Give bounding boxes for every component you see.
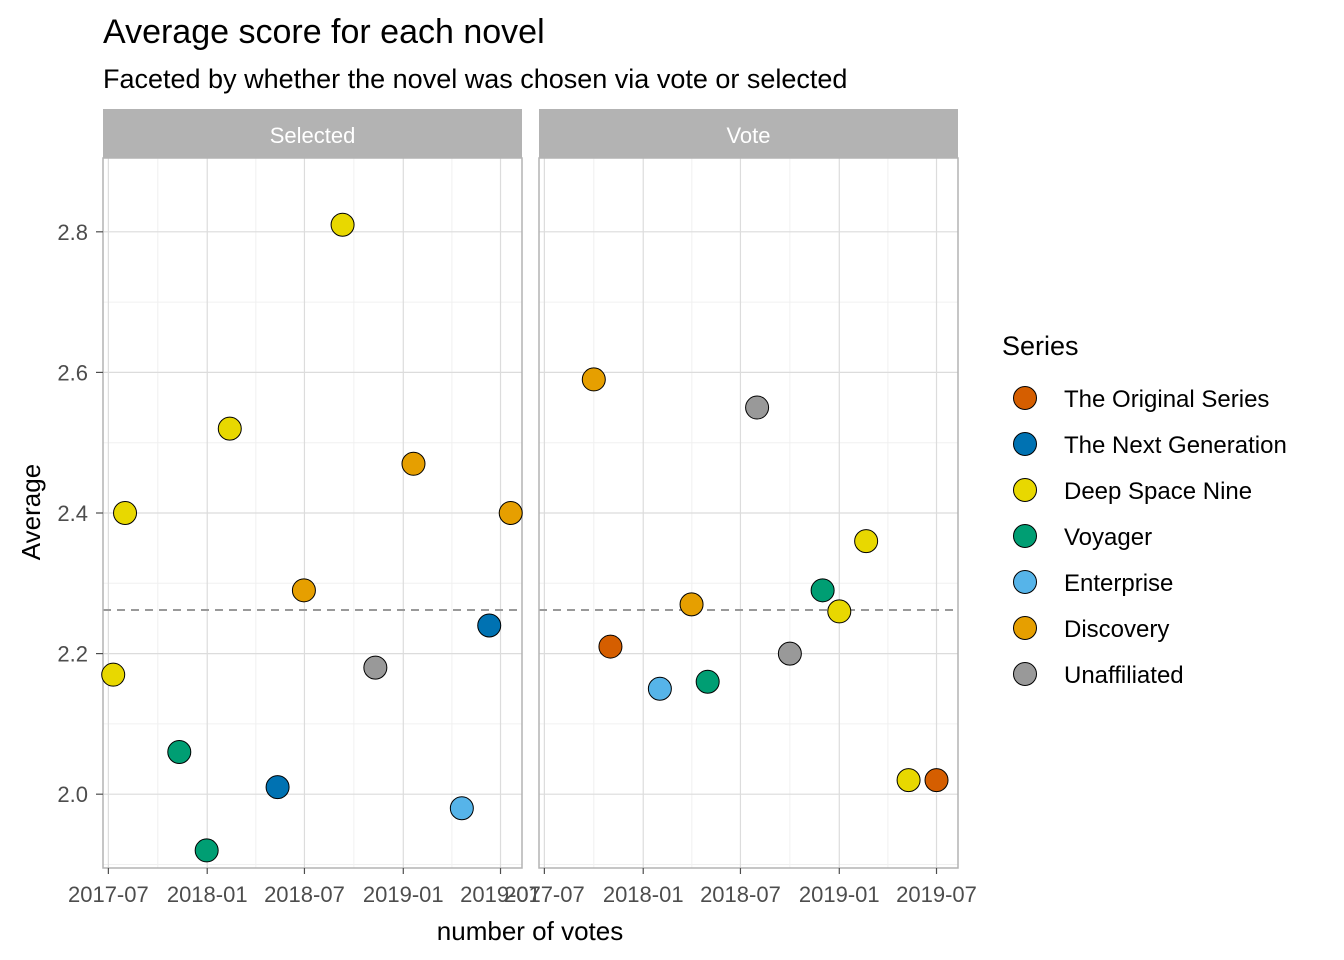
legend-key — [1013, 570, 1037, 594]
panel-border — [538, 157, 959, 869]
data-point — [291, 578, 316, 603]
x-tick-label: 2019-07 — [896, 882, 977, 907]
x-axis-label: number of votes — [437, 916, 623, 946]
data-point — [401, 451, 426, 476]
legend-key — [1013, 524, 1037, 548]
data-point — [113, 501, 138, 525]
data-point — [101, 662, 126, 687]
legend-item-label: Deep Space Nine — [1064, 478, 1252, 505]
legend-key — [1013, 432, 1037, 456]
x-tick-label: 2018-07 — [264, 882, 345, 907]
facet-strip-label: Selected — [270, 123, 356, 148]
legend-key — [1013, 662, 1037, 686]
data-point — [581, 367, 606, 392]
legend-key — [1013, 616, 1037, 640]
legend-item-label: Voyager — [1064, 524, 1152, 551]
data-point — [647, 676, 672, 701]
legend: Series The Original Series The Next Gener… — [1002, 331, 1287, 689]
legend-item-label: The Original Series — [1064, 386, 1269, 413]
data-point — [777, 641, 802, 666]
y-tick-label: 2.8 — [57, 220, 88, 245]
data-point — [924, 768, 949, 793]
y-tick-label: 2.4 — [57, 501, 88, 526]
data-point — [217, 416, 242, 441]
x-tick-label: 2019-07 — [460, 882, 541, 907]
data-point — [477, 613, 502, 638]
x-tick-label: 2017-07 — [504, 882, 585, 907]
facet-panels: Selected 2017-07 2018-01 2018-07 2019-01 2019… — [68, 109, 977, 907]
y-axis-label: Average — [16, 464, 46, 560]
facet-panel-vote: Vote 2017-07 2018-01 2018-07 2019-01 2019-07 — [504, 109, 977, 907]
x-tick-label: 2018-01 — [167, 882, 248, 907]
data-point — [810, 578, 835, 603]
x-tick-label: 2018-01 — [603, 882, 684, 907]
y-tick-label: 2.0 — [57, 782, 88, 807]
facet-strip — [539, 109, 958, 158]
legend-item-label: Unaffiliated — [1064, 662, 1184, 689]
data-point — [194, 838, 219, 863]
data-point — [167, 740, 192, 765]
data-point — [498, 501, 523, 525]
legend-key — [1013, 478, 1037, 502]
facet-panel-selected: Selected 2017-07 2018-01 2018-07 2019-01 2019… — [68, 109, 541, 907]
legend-title: Series — [1002, 331, 1079, 361]
chart-subtitle: Faceted by whether the novel was chosen … — [103, 64, 847, 94]
x-tick-label: 2019-01 — [799, 882, 880, 907]
x-tick-label: 2018-07 — [700, 882, 781, 907]
data-point — [896, 768, 921, 793]
legend-key — [1013, 386, 1037, 410]
data-point — [695, 669, 720, 694]
legend-item-label: The Next Generation — [1064, 432, 1287, 459]
x-tick-label: 2019-01 — [363, 882, 444, 907]
data-point — [598, 634, 623, 659]
legend-item-label: Enterprise — [1064, 570, 1173, 597]
data-point — [745, 395, 770, 420]
data-point — [827, 599, 852, 624]
data-point — [265, 775, 290, 800]
y-tick-label: 2.2 — [57, 642, 88, 667]
y-axis-ticks: 2.0 2.2 2.4 2.6 2.8 — [57, 220, 103, 807]
data-point — [854, 529, 879, 554]
data-point — [679, 592, 704, 617]
chart-title: Average score for each novel — [103, 13, 545, 51]
facet-strip-label: Vote — [726, 123, 770, 148]
legend-item-label: Discovery — [1064, 616, 1169, 643]
data-point — [449, 796, 474, 821]
facet-strip — [103, 109, 522, 158]
data-point — [330, 212, 355, 237]
x-tick-label: 2017-07 — [68, 882, 149, 907]
y-tick-label: 2.6 — [57, 360, 88, 385]
data-point — [363, 655, 388, 680]
